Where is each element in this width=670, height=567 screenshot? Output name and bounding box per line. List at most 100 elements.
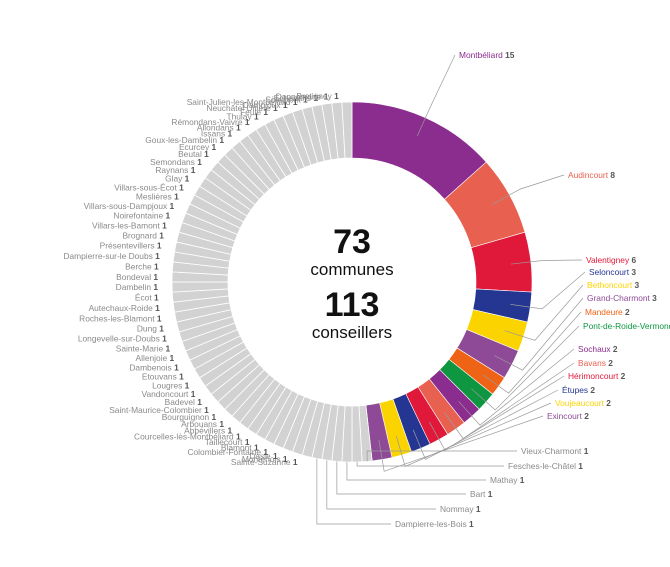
label-longevelle-sur-doubs: Longevelle-sur-Doubs 1 bbox=[78, 333, 167, 343]
label-beutal: Beutal 1 bbox=[178, 149, 209, 159]
label-goux-les-dambelin: Goux-les-Dambelin 1 bbox=[145, 135, 224, 145]
leader-bart bbox=[336, 461, 466, 495]
leader-pont-de-roide-vermondans bbox=[471, 325, 580, 411]
segment-bretigney bbox=[341, 101, 353, 159]
label-colombier-fontaine: Colombier-Fontaine 1 bbox=[187, 447, 268, 457]
label-villars-les-bamont: Villars-les-Bamont 1 bbox=[92, 221, 167, 231]
leader-grand-charmont bbox=[493, 297, 584, 371]
label-bavans: Bavans 2 bbox=[578, 358, 613, 368]
label-dampierre-les-bois: Dampierre-les-Bois 1 bbox=[395, 519, 474, 529]
leader-exincourt bbox=[378, 415, 544, 472]
leader-voujeaucourt bbox=[395, 402, 552, 467]
label-allenjoie: Allenjoie 1 bbox=[136, 353, 175, 363]
label-bondeval: Bondeval 1 bbox=[116, 272, 158, 282]
label-mandeure: Mandeure 2 bbox=[585, 307, 630, 317]
label-valentigney: Valentigney 6 bbox=[586, 255, 636, 265]
leader-vieux-charmont bbox=[366, 450, 517, 462]
label-neuchatel-uitiere: Neuchâtel Uitière 1 bbox=[206, 103, 278, 113]
label-etouvans: Etouvans 1 bbox=[142, 372, 184, 382]
donut-segments bbox=[171, 101, 533, 463]
conseillers-count: 113 bbox=[325, 286, 380, 324]
label-grand-charmont: Grand-Charmont 3 bbox=[587, 293, 657, 303]
label-villars-sous-dampjoux: Villars-sous-Dampjoux 1 bbox=[84, 201, 175, 211]
leader-valentigney bbox=[510, 259, 583, 265]
label-dampjoux: Dampjoux 1 bbox=[243, 100, 288, 110]
label-echenans: Échenans 1 bbox=[274, 93, 319, 103]
label-raynans: Raynans 1 bbox=[155, 165, 195, 175]
label-pont-de-roide-vermondans: Pont-de-Roide-Vermondans 2 bbox=[583, 321, 670, 331]
label-taillecourt: Taillecourt 1 bbox=[205, 437, 250, 447]
label-montenois: Montenois 1 bbox=[242, 454, 288, 464]
label-vieux-charmont: Vieux-Charmont 1 bbox=[521, 446, 589, 456]
label-feule: Feule 1 bbox=[240, 107, 268, 117]
label-blamont: Blamont 1 bbox=[221, 442, 259, 452]
label-meslieres: Meslières 1 bbox=[136, 192, 179, 202]
leader-sochaux bbox=[458, 348, 575, 426]
label-lougres: Lougres 1 bbox=[152, 380, 190, 390]
label-seloncourt: Seloncourt 3 bbox=[589, 267, 636, 277]
label-noirefontaine: Noirefontaine 1 bbox=[113, 211, 170, 221]
label-autechaux-roide: Autechaux-Roide 1 bbox=[89, 303, 161, 313]
leader-audincourt bbox=[491, 174, 565, 205]
leader-dampierre-les-bois bbox=[316, 458, 391, 525]
label-glay: Glay 1 bbox=[165, 174, 190, 184]
label-montbeliard: Montbéliard 15 bbox=[459, 50, 515, 60]
communes-count: 73 bbox=[333, 223, 371, 261]
label-presentevillers: Présentevillers 1 bbox=[100, 241, 162, 251]
label-issans: Issans 1 bbox=[201, 128, 233, 138]
label-dasle: Dasle 1 bbox=[249, 451, 278, 461]
label-dampierre-sur-le-doubs: Dampierre-sur-le Doubs 1 bbox=[63, 251, 160, 261]
label-dambelin: Dambelin 1 bbox=[116, 282, 159, 292]
label-bethoncourt: Bethoncourt 3 bbox=[587, 280, 640, 290]
label-bourguignon: Bourguignon 1 bbox=[162, 412, 217, 422]
leader-etupes bbox=[412, 389, 559, 460]
label-badevel: Badevel 1 bbox=[165, 397, 203, 407]
label-mathay: Mathay 1 bbox=[490, 475, 525, 485]
label-solemont: Sölemont 1 bbox=[265, 95, 308, 105]
label-courcelles-les-montbeliard: Courcelles-lès-Montbéliard 1 bbox=[134, 432, 241, 442]
leader-lines bbox=[316, 54, 586, 525]
leader-mathay bbox=[346, 461, 486, 481]
label-saint-maurice-colombier: Saint-Maurice-Colombier 1 bbox=[109, 405, 209, 415]
label-nommay: Nommay 1 bbox=[440, 504, 481, 514]
leader-montbeliard bbox=[417, 54, 456, 137]
label-roches-les-blamont: Roches-les-Blamont 1 bbox=[79, 313, 162, 323]
leader-seloncourt bbox=[510, 271, 586, 310]
leader-nommay bbox=[326, 460, 436, 510]
label-herimoncourt: Hérimoncourt 2 bbox=[568, 371, 626, 381]
label-sainte-marie: Sainte-Marie 1 bbox=[116, 343, 171, 353]
label-brognard: Brognard 1 bbox=[122, 231, 164, 241]
leader-fesches-le-chatel bbox=[356, 461, 504, 467]
label-abbevillers: Abbévillers 1 bbox=[184, 426, 232, 436]
label-arbouans: Arbouans 1 bbox=[181, 419, 224, 429]
segment-labels: Montbéliard 15 Audincourt 8 Valentigney 6 S… bbox=[63, 50, 670, 529]
label-ecot: Écot 1 bbox=[135, 293, 159, 303]
label-saint-julien-les-montbeliard: Saint-Julien-les-Montbéliard 1 bbox=[187, 97, 298, 107]
label-sainte-suzanne: Sainte-Suzanne 1 bbox=[231, 457, 298, 467]
label-vandoncourt: Vandoncourt 1 bbox=[142, 389, 196, 399]
label-etupes: Étupes 2 bbox=[562, 385, 595, 395]
label-dambenois: Dambenois 1 bbox=[129, 362, 179, 372]
label-bretigney: Bretigney 1 bbox=[296, 91, 339, 101]
communes-label: communes bbox=[310, 260, 393, 279]
label-thulay: Thulay 1 bbox=[226, 112, 258, 122]
label-remondans-vaivre: Rémondans-Vaivre 1 bbox=[171, 117, 249, 127]
label-villars-sous-ecot: Villars-sous-Écot 1 bbox=[114, 182, 184, 192]
leader-bethoncourt bbox=[504, 284, 584, 341]
label-allondans: Allondans 1 bbox=[197, 122, 241, 132]
label-audincourt: Audincourt 8 bbox=[568, 170, 615, 180]
label-sochaux: Sochaux 2 bbox=[578, 344, 618, 354]
center-summary: 73 communes 113 conseillers bbox=[310, 223, 393, 342]
label-berche: Berche 1 bbox=[125, 261, 159, 271]
leader-mandeure bbox=[482, 311, 582, 394]
label-semondans: Semondans 1 bbox=[150, 157, 202, 167]
conseillers-label: conseillers bbox=[312, 323, 392, 342]
label-dannemarie: Dannemarie 1 bbox=[276, 92, 329, 102]
label-voujeaucourt: Voujeaucourt 2 bbox=[555, 398, 611, 408]
label-exincourt: Exincourt 2 bbox=[547, 411, 589, 421]
label-fesches-le-chatel: Fesches-le-Châtel 1 bbox=[508, 461, 583, 471]
label-bart: Bart 1 bbox=[470, 489, 493, 499]
label-dung: Dung 1 bbox=[137, 323, 164, 333]
label-ecurcey: Ecurcey 1 bbox=[179, 142, 217, 152]
